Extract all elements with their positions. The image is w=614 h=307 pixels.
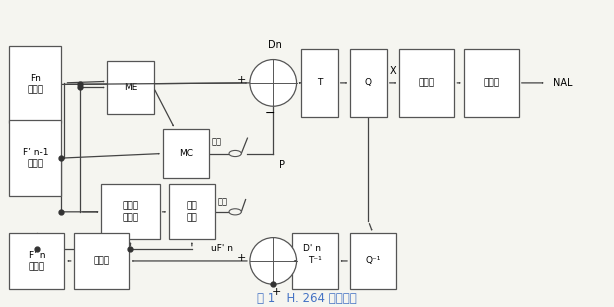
Bar bbox=[169, 184, 215, 239]
Text: P: P bbox=[279, 160, 286, 170]
Text: +: + bbox=[271, 287, 281, 297]
Bar bbox=[301, 49, 338, 117]
Ellipse shape bbox=[250, 60, 297, 106]
Text: Dn: Dn bbox=[268, 40, 281, 50]
Bar bbox=[464, 49, 519, 117]
Text: 帧内
预测: 帧内 预测 bbox=[187, 201, 197, 222]
Text: 帧间: 帧间 bbox=[212, 137, 222, 146]
Text: −: − bbox=[265, 107, 276, 120]
Text: Fn
当前帧: Fn 当前帧 bbox=[27, 74, 44, 95]
Ellipse shape bbox=[250, 238, 297, 284]
Text: 帧内: 帧内 bbox=[218, 197, 228, 206]
Text: D' n: D' n bbox=[303, 244, 321, 253]
Text: T: T bbox=[317, 78, 322, 87]
Text: +: + bbox=[237, 253, 247, 263]
Text: 重排序: 重排序 bbox=[419, 78, 435, 87]
Bar bbox=[350, 49, 387, 117]
Text: Q⁻¹: Q⁻¹ bbox=[365, 256, 381, 266]
Text: ME: ME bbox=[124, 83, 137, 92]
Bar bbox=[107, 61, 154, 114]
Circle shape bbox=[229, 150, 241, 157]
Text: F’ n
重建帧: F’ n 重建帧 bbox=[29, 251, 45, 271]
Circle shape bbox=[229, 209, 241, 215]
Text: F’ n-1
参考帧: F’ n-1 参考帧 bbox=[23, 148, 48, 169]
Text: +: + bbox=[237, 75, 247, 85]
Text: Q: Q bbox=[365, 78, 372, 87]
Text: MC: MC bbox=[179, 149, 193, 158]
Text: NAL: NAL bbox=[553, 78, 572, 88]
Text: 熵编码: 熵编码 bbox=[483, 78, 499, 87]
Bar bbox=[74, 233, 129, 289]
Bar bbox=[9, 233, 64, 289]
Bar bbox=[9, 46, 61, 123]
Text: 选择帧
内预测: 选择帧 内预测 bbox=[122, 201, 139, 222]
Text: 图 1   H. 264 编码流程: 图 1 H. 264 编码流程 bbox=[257, 293, 357, 305]
Bar bbox=[163, 129, 209, 178]
Text: T⁻¹: T⁻¹ bbox=[308, 256, 322, 266]
Text: uF' n: uF' n bbox=[211, 244, 233, 253]
Bar bbox=[350, 233, 396, 289]
Bar bbox=[101, 184, 160, 239]
Bar bbox=[292, 233, 338, 289]
Bar bbox=[9, 120, 61, 196]
Bar bbox=[399, 49, 454, 117]
Text: 滤波器: 滤波器 bbox=[93, 256, 109, 266]
Text: X: X bbox=[389, 66, 396, 76]
